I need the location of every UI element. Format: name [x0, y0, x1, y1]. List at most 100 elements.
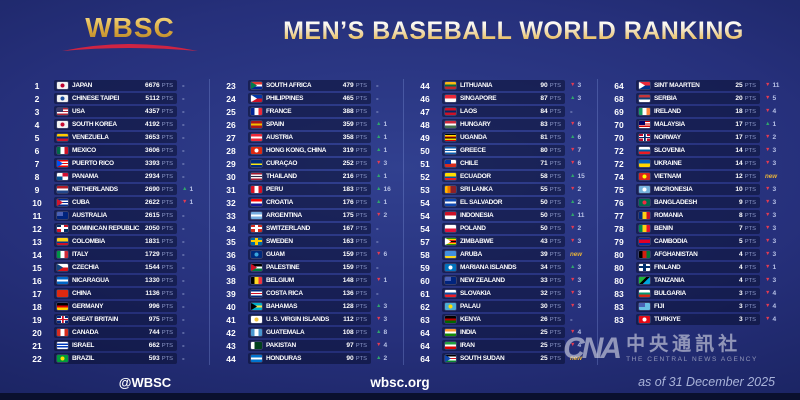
wbsc-logo-text: WBSC — [58, 12, 202, 44]
points-value: 662 — [148, 342, 160, 349]
points-value: 3 — [739, 303, 743, 310]
rank-number: 51 — [420, 158, 430, 169]
points-value: 81 — [540, 134, 548, 141]
country-pill: GREAT BRITAIN 975 PTS — [54, 314, 177, 325]
points-value: 4192 — [145, 121, 160, 128]
flag-icon — [445, 328, 456, 337]
movement-indicator: ▼ 11 — [760, 82, 792, 89]
country-label: SINGAPORE — [460, 95, 497, 102]
rank-number: 44 — [420, 80, 430, 91]
country-label: SLOVENIA — [654, 147, 685, 154]
down-arrow-icon: ▼ — [570, 146, 576, 153]
rank-number: 74 — [614, 171, 624, 182]
flag-triangle — [251, 81, 258, 90]
flag-icon — [57, 81, 68, 90]
points-value: 9 — [739, 199, 743, 206]
flag-icon — [639, 185, 650, 194]
movement-indicator: ▼ 3 — [565, 290, 597, 297]
movement-number: 1 — [383, 173, 388, 180]
down-arrow-icon: ▼ — [765, 159, 771, 166]
flag-icon — [445, 107, 456, 116]
flag-icon — [445, 94, 456, 103]
flag-icon — [57, 198, 68, 207]
points-unit: PTS — [549, 316, 561, 323]
points-unit: PTS — [744, 186, 756, 193]
country-label: PANAMA — [72, 173, 99, 180]
flag-icon — [445, 237, 456, 246]
flag-icon — [57, 237, 68, 246]
rank-number: 49 — [420, 132, 430, 143]
country-pill: BAHAMAS 128 PTS — [248, 301, 371, 312]
no-change-dash: - — [376, 224, 379, 233]
flag-icon — [251, 289, 262, 298]
country-label: FRANCE — [266, 108, 292, 115]
country-label: PERU — [266, 186, 283, 193]
country-label: BELGIUM — [266, 277, 294, 284]
down-arrow-icon: ▼ — [765, 263, 771, 270]
ranking-row: 74 VIETNAM 12 PTS new — [604, 170, 792, 183]
movement-indicator: ▲ 1 — [371, 199, 403, 206]
points-unit: PTS — [549, 173, 561, 180]
rank-number: 70 — [614, 119, 624, 130]
country-pill: VENEZUELA 3653 PTS — [54, 132, 177, 143]
country-label: FIJI — [654, 303, 664, 310]
country-pill: CZECHIA 1544 PTS — [54, 262, 177, 273]
ranking-row: 21 ISRAEL 662 PTS - — [22, 339, 209, 352]
down-arrow-icon: ▼ — [765, 198, 771, 205]
flag-icon — [445, 250, 456, 259]
country-label: CANADA — [72, 329, 99, 336]
points-unit: PTS — [549, 160, 561, 167]
rank-number: 60 — [420, 275, 430, 286]
ranking-row: 38 BELGIUM 148 PTS ▼ 1 — [216, 274, 403, 287]
country-label: ROMANIA — [654, 212, 683, 219]
movement-indicator: ▲ 15 — [565, 173, 597, 180]
points-unit: PTS — [744, 290, 756, 297]
ranking-row: 50 GREECE 80 PTS ▼ 7 — [410, 144, 597, 157]
movement-number: 3 — [577, 290, 582, 297]
rank-number: 24 — [226, 93, 236, 104]
points-value: 1136 — [145, 290, 160, 297]
flag-icon — [251, 159, 262, 168]
flag-icon — [251, 172, 262, 181]
country-pill: BANGLADESH 9 PTS — [636, 197, 760, 208]
country-pill: MALAYSIA 17 PTS — [636, 119, 760, 130]
movement-number: 4 — [772, 108, 777, 115]
flag-icon — [445, 224, 456, 233]
rank-number: 83 — [614, 301, 624, 312]
points-unit: PTS — [161, 277, 173, 284]
ranking-row: 61 SLOVAKIA 32 PTS ▼ 3 — [410, 287, 597, 300]
country-pill: HUNGARY 83 PTS — [442, 119, 565, 130]
ranking-row: 36 PALESTINE 159 PTS - — [216, 261, 403, 274]
country-label: BENIN — [654, 225, 673, 232]
ranking-row: 72 SLOVENIA 14 PTS ▼ 3 — [604, 144, 792, 157]
points-unit: PTS — [355, 95, 367, 102]
country-pill: INDIA 25 PTS — [442, 327, 565, 338]
no-change-dash: - — [570, 315, 573, 324]
country-pill: SWITZERLAND 167 PTS — [248, 223, 371, 234]
rank-number: 11 — [32, 210, 42, 221]
ranking-row: 68 SERBIA 20 PTS ▼ 5 — [604, 92, 792, 105]
flag-icon — [639, 172, 650, 181]
movement-number: 4 — [577, 329, 582, 336]
points-unit: PTS — [161, 303, 173, 310]
movement-number: 4 — [383, 342, 388, 349]
movement-indicator: new — [565, 251, 597, 258]
ranking-row: 32 CROATIA 176 PTS ▲ 1 — [216, 196, 403, 209]
country-pill: EL SALVADOR 50 PTS — [442, 197, 565, 208]
points-unit: PTS — [549, 251, 561, 258]
points-unit: PTS — [355, 316, 367, 323]
new-entry-badge: new — [570, 251, 583, 258]
flag-icon — [57, 328, 68, 337]
no-change-dash: - — [182, 146, 185, 155]
rank-number: 76 — [614, 197, 624, 208]
flag-icon — [445, 341, 456, 350]
flag-icon — [251, 120, 262, 129]
movement-number: 2 — [383, 212, 388, 219]
movement-number: 3 — [772, 147, 777, 154]
rank-number: 50 — [420, 145, 430, 156]
points-unit: PTS — [744, 82, 756, 89]
up-arrow-icon: ▲ — [570, 133, 576, 140]
points-unit: PTS — [744, 199, 756, 206]
movement-number: 4 — [772, 290, 777, 297]
movement-indicator: - — [177, 159, 209, 168]
